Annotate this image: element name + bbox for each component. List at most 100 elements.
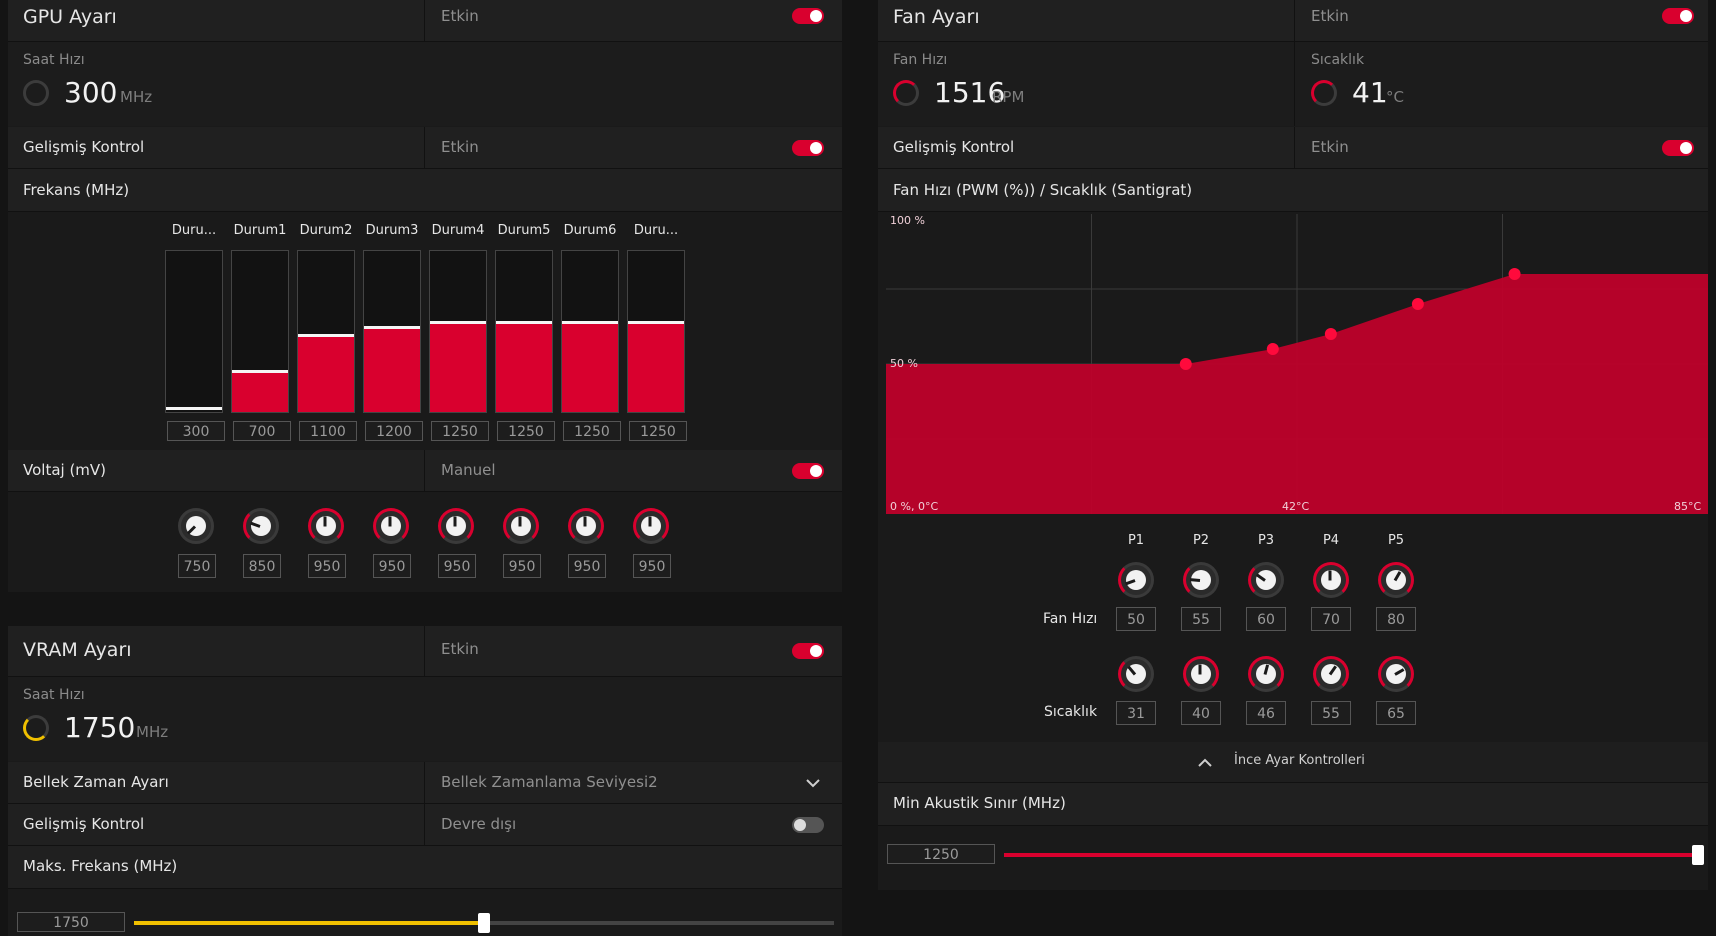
fan-curve-points [1179, 268, 1521, 370]
temp-input[interactable]: 55 [1311, 701, 1351, 725]
gpu-advanced-toggle[interactable] [792, 140, 824, 156]
fan-enable-toggle[interactable] [1662, 8, 1694, 24]
curve-point[interactable] [1179, 358, 1192, 370]
temp-knob[interactable] [1118, 656, 1154, 692]
voltage-value-input[interactable]: 850 [243, 554, 281, 578]
voltage-value-input[interactable]: 950 [373, 554, 411, 578]
fan-advanced-row: Gelişmiş Kontrol Etkin [878, 127, 1708, 169]
temp-knob[interactable] [1248, 656, 1284, 692]
freq-value-input[interactable]: 300 [167, 421, 225, 441]
voltage-knob[interactable] [178, 508, 214, 544]
temp-input[interactable]: 46 [1246, 701, 1286, 725]
voltage-value-input[interactable]: 950 [308, 554, 346, 578]
fan-speed-input[interactable]: 60 [1246, 607, 1286, 631]
freq-value-input[interactable]: 1200 [365, 421, 423, 441]
chevron-up-icon[interactable] [1198, 757, 1212, 767]
voltage-knob[interactable] [438, 508, 474, 544]
chevron-down-icon[interactable] [806, 779, 820, 789]
state-label: Duru... [171, 223, 217, 238]
voltage-knob[interactable] [373, 508, 409, 544]
curve-point[interactable] [1324, 328, 1337, 340]
voltage-value-input[interactable]: 950 [438, 554, 476, 578]
curve-point[interactable] [1411, 298, 1424, 310]
freq-value-input[interactable]: 1250 [431, 421, 489, 441]
fan-speed-knob[interactable] [1313, 562, 1349, 598]
temp-knob[interactable] [1313, 656, 1349, 692]
temp-input[interactable]: 40 [1181, 701, 1221, 725]
temp-input[interactable]: 31 [1116, 701, 1156, 725]
slider-handle[interactable] [478, 913, 490, 933]
fine-tune-row[interactable]: İnce Ayar Kontrolleri [878, 742, 1708, 783]
temp-knob[interactable] [1378, 656, 1414, 692]
fan-speed-knob[interactable] [1248, 562, 1284, 598]
voltage-knob[interactable] [568, 508, 604, 544]
freq-bar-3[interactable] [363, 250, 421, 413]
min-acoustic-input[interactable]: 1250 [887, 844, 995, 864]
fan-speed-input[interactable]: 55 [1181, 607, 1221, 631]
freq-bar-7[interactable] [627, 250, 685, 413]
voltage-value-input[interactable]: 950 [568, 554, 606, 578]
fan-readout-block: Fan Hızı 1516 RPM Sıcaklık 41 °C [878, 42, 1708, 126]
fan-speed-knob[interactable] [1378, 562, 1414, 598]
voltage-value-input[interactable]: 950 [633, 554, 671, 578]
fan-temp-unit: °C [1386, 88, 1404, 106]
fan-curve-title: Fan Hızı (PWM (%)) / Sıcaklık (Santigrat… [893, 181, 1193, 199]
freq-bar-6[interactable] [561, 250, 619, 413]
vram-advanced-label: Gelişmiş Kontrol [23, 815, 145, 833]
freq-bar-5[interactable] [495, 250, 553, 413]
fan-advanced-label: Gelişmiş Kontrol [893, 138, 1015, 156]
voltage-knob[interactable] [633, 508, 669, 544]
freq-bar-1[interactable] [231, 250, 289, 413]
point-label: P1 [1127, 533, 1145, 548]
vram-advanced-toggle[interactable] [792, 817, 824, 833]
curve-point[interactable] [1266, 343, 1279, 355]
fan-speed-knob[interactable] [1118, 562, 1154, 598]
vram-enable-toggle[interactable] [792, 643, 824, 659]
y-label-0: 0 %, 0°C [890, 500, 939, 513]
gpu-clock-gauge-icon [23, 80, 49, 106]
fan-speed-knob[interactable] [1183, 562, 1219, 598]
state-label: Durum3 [365, 223, 419, 238]
freq-value-input[interactable]: 1250 [497, 421, 555, 441]
gpu-voltage-toggle[interactable] [792, 463, 824, 479]
vram-clock-gauge-icon [23, 715, 49, 741]
freq-bar-4[interactable] [429, 250, 487, 413]
freq-bar-2[interactable] [297, 250, 355, 413]
voltage-knob[interactable] [503, 508, 539, 544]
freq-value-input[interactable]: 1250 [563, 421, 621, 441]
fan-enabled-text: Etkin [1311, 7, 1349, 25]
voltage-value-input[interactable]: 950 [503, 554, 541, 578]
y-label-50: 50 % [890, 357, 918, 370]
fan-speed-input[interactable]: 50 [1116, 607, 1156, 631]
freq-value-input[interactable]: 1100 [299, 421, 357, 441]
fan-speed-input[interactable]: 80 [1376, 607, 1416, 631]
voltage-value-input[interactable]: 750 [178, 554, 216, 578]
point-label: P2 [1192, 533, 1210, 548]
vram-maxfreq-row: Maks. Frekans (MHz) [8, 846, 842, 889]
voltage-knob[interactable] [308, 508, 344, 544]
fan-curve-chart[interactable] [886, 214, 1708, 514]
fan-curve-header: Fan Hızı (PWM (%)) / Sıcaklık (Santigrat… [878, 169, 1708, 212]
gpu-freq-header: Frekans (MHz) [8, 169, 842, 212]
vram-maxfreq-input[interactable]: 1750 [17, 912, 125, 932]
gpu-panel: GPU Ayarı Etkin Saat Hızı 300 MHz Gelişm… [8, 0, 842, 592]
min-acoustic-label: Min Akustik Sınır (MHz) [893, 794, 1066, 812]
curve-point[interactable] [1508, 268, 1521, 280]
fan-advanced-toggle[interactable] [1662, 140, 1694, 156]
fan-speed-input[interactable]: 70 [1311, 607, 1351, 631]
vram-timing-label: Bellek Zaman Ayarı [23, 773, 169, 791]
voltage-knob[interactable] [243, 508, 279, 544]
freq-bar-0[interactable] [165, 250, 223, 413]
min-acoustic-slider[interactable] [1004, 845, 1704, 865]
fan-speed-row-label: Fan Hızı [1043, 611, 1098, 627]
fan-header-row: Fan Ayarı Etkin [878, 0, 1708, 42]
gpu-enable-toggle[interactable] [792, 8, 824, 24]
vram-timing-select[interactable]: Bellek Zamanlama Seviyesi2 [441, 773, 658, 791]
gpu-enabled-text: Etkin [441, 7, 479, 25]
freq-value-input[interactable]: 1250 [629, 421, 687, 441]
temp-knob[interactable] [1183, 656, 1219, 692]
vram-maxfreq-slider[interactable] [134, 913, 834, 933]
freq-value-input[interactable]: 700 [233, 421, 291, 441]
temp-input[interactable]: 65 [1376, 701, 1416, 725]
slider-handle[interactable] [1692, 845, 1704, 865]
